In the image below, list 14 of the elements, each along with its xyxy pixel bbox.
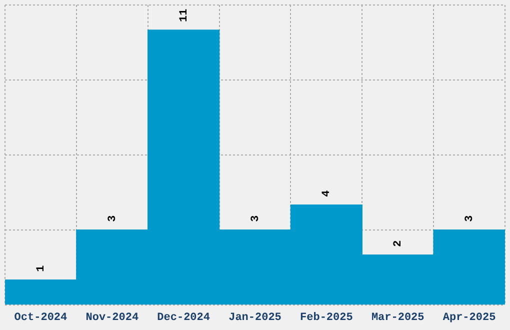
x-tick-label: Apr-2025 [442, 312, 496, 324]
x-tick-label: Oct-2024 [14, 312, 68, 324]
data-label: 4 [321, 190, 334, 197]
x-tick-label: Jan-2025 [228, 312, 282, 324]
x-tick-label: Dec-2024 [157, 312, 210, 324]
data-label: 3 [250, 214, 262, 222]
data-label: 2 [392, 240, 405, 247]
x-tick-label: Mar-2025 [371, 312, 425, 324]
data-label: 11 [178, 8, 190, 22]
data-label: 1 [35, 264, 48, 272]
data-label: 3 [106, 214, 119, 222]
x-tick-label: Nov-2024 [86, 312, 139, 324]
x-tick-label: Feb-2025 [300, 312, 354, 324]
data-label: 3 [464, 214, 476, 222]
